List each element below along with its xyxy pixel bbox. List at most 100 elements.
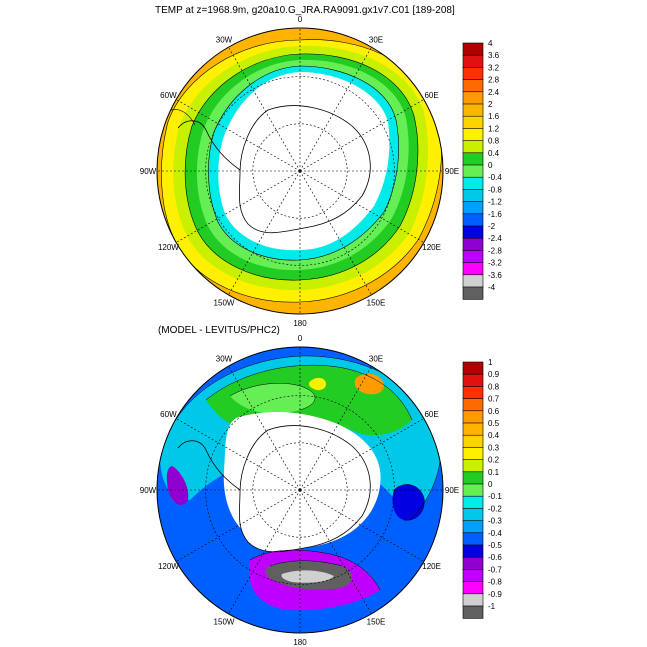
- colorbar-swatch: [462, 556, 484, 570]
- colorbar-tick-label: 0.4: [488, 431, 500, 440]
- colorbar-swatch: [462, 201, 484, 215]
- longitude-label: 150W: [214, 299, 235, 308]
- colorbar-swatch: [462, 152, 484, 166]
- colorbar-tick-label: -4: [488, 283, 496, 292]
- colorbar-swatch: [462, 164, 484, 178]
- colorbar-tick-label: 0: [488, 480, 493, 489]
- colorbar-swatch: [462, 140, 484, 154]
- longitude-label: 120E: [422, 243, 441, 252]
- colorbar-tick-label: 2: [488, 100, 493, 109]
- colorbar-swatch: [462, 262, 484, 276]
- colorbar-swatch: [462, 422, 484, 436]
- colorbar-swatch: [462, 459, 484, 473]
- top-map-border: [156, 27, 444, 315]
- colorbar-swatch: [462, 42, 484, 56]
- colorbar-swatch: [462, 520, 484, 534]
- colorbar-tick-label: 0.3: [488, 443, 500, 452]
- colorbar-tick-label: 0.7: [488, 395, 500, 404]
- bottom-map-lightgray-region: [281, 570, 334, 583]
- longitude-label: 60W: [160, 410, 177, 419]
- longitude-label: 150E: [367, 299, 386, 308]
- colorbar-swatch: [462, 176, 484, 190]
- colorbar-tick-label: -0.4: [488, 529, 502, 538]
- colorbar-tick-label: 2.4: [488, 88, 500, 97]
- colorbar-swatch: [462, 373, 484, 387]
- top-panel-title: TEMP at z=1968.9m, g20a10.G_JRA.RA9091.g…: [155, 5, 455, 16]
- bottom-map-deepblue-east: [392, 484, 425, 521]
- longitude-label: 0: [298, 334, 303, 343]
- colorbar-tick-label: -1.6: [488, 210, 502, 219]
- colorbar-swatch: [462, 213, 484, 227]
- colorbar-tick-label: 0.2: [488, 456, 500, 465]
- colorbar-swatch: [462, 398, 484, 412]
- colorbar-swatch: [462, 237, 484, 251]
- bottom-colorbar: 1 0.9 0.8 0.7 0.6 0.5 0.4 0.3 0.2 0.1 0 -0.1 -0.2 -0.…: [462, 358, 502, 619]
- colorbar-swatch: [462, 79, 484, 93]
- bottom-map-purple-west: [166, 466, 189, 505]
- top-map-graticule: [157, 28, 443, 314]
- colorbar-swatch: [462, 386, 484, 400]
- longitude-label: 60E: [424, 91, 438, 100]
- latitude-circle: [252, 123, 348, 219]
- colorbar-tick-label: -3.6: [488, 271, 502, 280]
- colorbar-swatch: [462, 471, 484, 485]
- colorbar-swatch: [462, 447, 484, 461]
- colorbar-tick-label: 1: [488, 358, 493, 367]
- colorbar-swatch: [462, 103, 484, 117]
- bottom-map-longitude-labels: 0 30E 60E 90E 120E 150E 180 150W 120W 90W 60W 30W: [140, 334, 459, 647]
- colorbar-tick-label: -1.2: [488, 198, 502, 207]
- bottom-map-antarctica: [238, 425, 371, 553]
- colorbar-swatch: [462, 286, 484, 300]
- longitude-label: 180: [293, 638, 307, 647]
- colorbar-tick-label: -0.7: [488, 565, 502, 574]
- colorbar-swatch: [462, 495, 484, 509]
- longitude-label: 90W: [140, 167, 157, 176]
- colorbar-swatch: [462, 361, 484, 375]
- colorbar-swatch: [462, 581, 484, 595]
- colorbar-swatch: [462, 605, 484, 619]
- longitude-label: 30W: [216, 35, 233, 44]
- bottom-map-peninsula: [177, 440, 241, 491]
- latitude-circle: [205, 395, 395, 585]
- colorbar-tick-label: -2: [488, 222, 496, 231]
- colorbar-tick-label: -2.8: [488, 246, 502, 255]
- colorbar-swatch: [462, 54, 484, 68]
- colorbar-tick-label: -0.4: [488, 173, 502, 182]
- colorbar-tick-label: -0.9: [488, 590, 502, 599]
- colorbar-tick-label: 0.5: [488, 419, 500, 428]
- colorbar-tick-label: 1.2: [488, 124, 500, 133]
- colorbar-tick-label: -0.5: [488, 541, 502, 550]
- colorbar-swatch: [462, 544, 484, 558]
- colorbar-tick-label: 3.2: [488, 63, 500, 72]
- colorbar-tick-label: 2.8: [488, 76, 500, 85]
- colorbar-tick-label: -0.2: [488, 504, 502, 513]
- longitude-label: 60W: [160, 91, 177, 100]
- colorbar-tick-label: 0.8: [488, 382, 500, 391]
- longitude-label: 90W: [140, 486, 157, 495]
- colorbar-swatch: [462, 225, 484, 239]
- longitude-label: 150E: [367, 618, 386, 627]
- colorbar-swatch: [462, 250, 484, 264]
- colorbar-tick-label: -0.6: [488, 553, 502, 562]
- colorbar-tick-label: -2.4: [488, 234, 502, 243]
- longitude-label: 30W: [216, 354, 233, 363]
- longitude-label: 30E: [369, 354, 383, 363]
- colorbar-swatch: [462, 91, 484, 105]
- colorbar-tick-label: 1.6: [488, 112, 500, 121]
- colorbar-swatch: [462, 115, 484, 129]
- longitude-label: 120W: [158, 243, 179, 252]
- top-map-antarctica: [238, 105, 371, 234]
- colorbar-tick-label: -0.8: [488, 185, 502, 194]
- latitude-circle: [252, 442, 348, 538]
- colorbar-tick-label: 0.8: [488, 137, 500, 146]
- colorbar-tick-label: -0.1: [488, 492, 502, 501]
- longitude-label: 0: [298, 15, 303, 24]
- longitude-label: 60E: [424, 410, 438, 419]
- colorbar-tick-label: 0.6: [488, 407, 500, 416]
- top-map-peninsula: [177, 120, 241, 171]
- colorbar-swatch: [462, 67, 484, 81]
- longitude-label: 120E: [422, 562, 441, 571]
- colorbar-tick-label: 0.1: [488, 468, 500, 477]
- colorbar-swatch: [462, 532, 484, 546]
